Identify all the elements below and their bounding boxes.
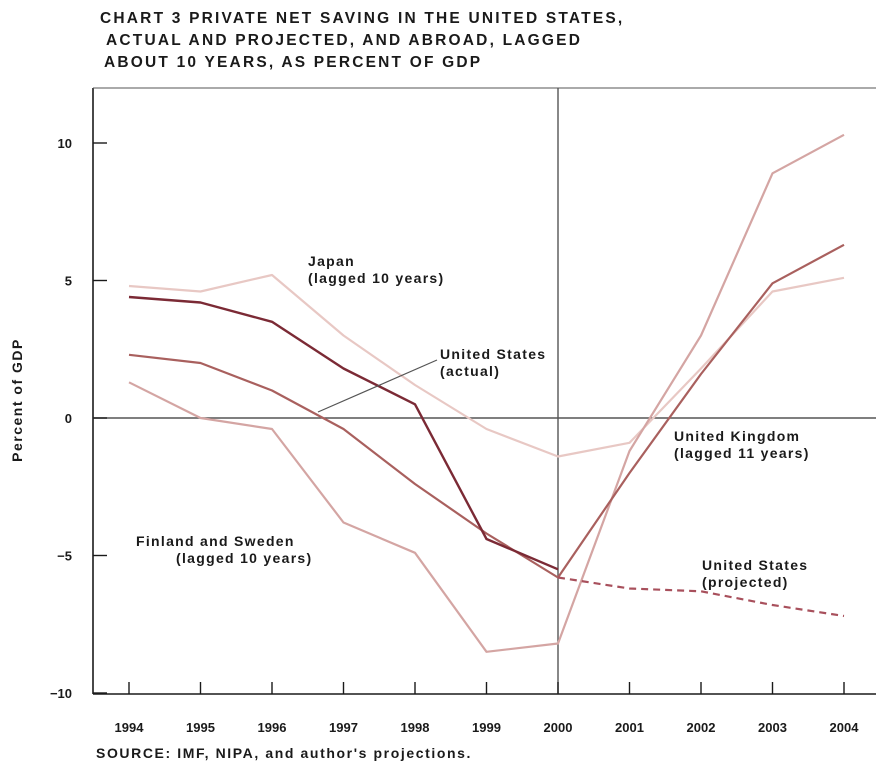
series-line-us_actual — [128, 295, 559, 571]
series-label-line: United States — [702, 557, 808, 573]
series-line-finland_sweden — [128, 133, 845, 653]
series-label-finland_sweden: Finland and Sweden (lagged 10 years) — [136, 533, 313, 566]
series-label-us_projected: United States (projected) — [702, 557, 808, 590]
series-line-uk — [128, 243, 845, 579]
x-tick-label: 1999 — [472, 720, 501, 735]
y-tick-label: −10 — [50, 686, 72, 701]
y-tick-label: −5 — [57, 549, 72, 564]
series-label-line: Finland and Sweden — [136, 533, 295, 549]
series-label-line: (projected) — [702, 574, 789, 590]
x-tick-label: 1998 — [401, 720, 430, 735]
x-tick-label: 1996 — [258, 720, 287, 735]
series-label-uk: United Kingdom (lagged 11 years) — [674, 428, 810, 461]
series-label-line: (lagged 11 years) — [674, 445, 810, 461]
x-tick-label: 2000 — [544, 720, 573, 735]
y-tick-label: 10 — [58, 136, 72, 151]
chart-title: CHART 3 PRIVATE NET SAVING IN THE UNITED… — [100, 8, 860, 74]
x-tick-label: 1997 — [329, 720, 358, 735]
y-axis-label: Percent of GDP — [9, 338, 25, 462]
series-label-line: (lagged 10 years) — [176, 550, 313, 566]
series-label-japan: Japan (lagged 10 years) — [308, 253, 445, 286]
series-label-line: (lagged 10 years) — [308, 270, 445, 286]
x-tick-label: 2002 — [687, 720, 716, 735]
series-label-us_actual: United States (actual) — [440, 346, 546, 379]
x-tick-label: 2003 — [758, 720, 787, 735]
chart-title-line-2: ACTUAL AND PROJECTED, AND ABROAD, LAGGED — [106, 32, 583, 49]
series-label-line: (actual) — [440, 363, 500, 379]
series-label-line: Japan — [308, 253, 355, 269]
x-tick-label: 2001 — [615, 720, 644, 735]
us-actual-leader-line — [317, 359, 438, 413]
x-tick-label: 1994 — [115, 720, 145, 735]
chart-title-line-1: CHART 3 PRIVATE NET SAVING IN THE UNITED… — [100, 10, 625, 27]
x-tick-label: 2004 — [830, 720, 860, 735]
x-tick-label: 1995 — [186, 720, 215, 735]
chart-title-line-3: ABOUT 10 YEARS, AS PERCENT OF GDP — [104, 54, 483, 71]
y-tick-label: 5 — [65, 274, 72, 289]
y-tick-label: 0 — [65, 411, 72, 426]
source-note: SOURCE: IMF, NIPA, and author's projecti… — [96, 745, 473, 761]
series-label-line: United States — [440, 346, 546, 362]
series-label-line: United Kingdom — [674, 428, 800, 444]
series-line-us_projected — [557, 576, 845, 618]
